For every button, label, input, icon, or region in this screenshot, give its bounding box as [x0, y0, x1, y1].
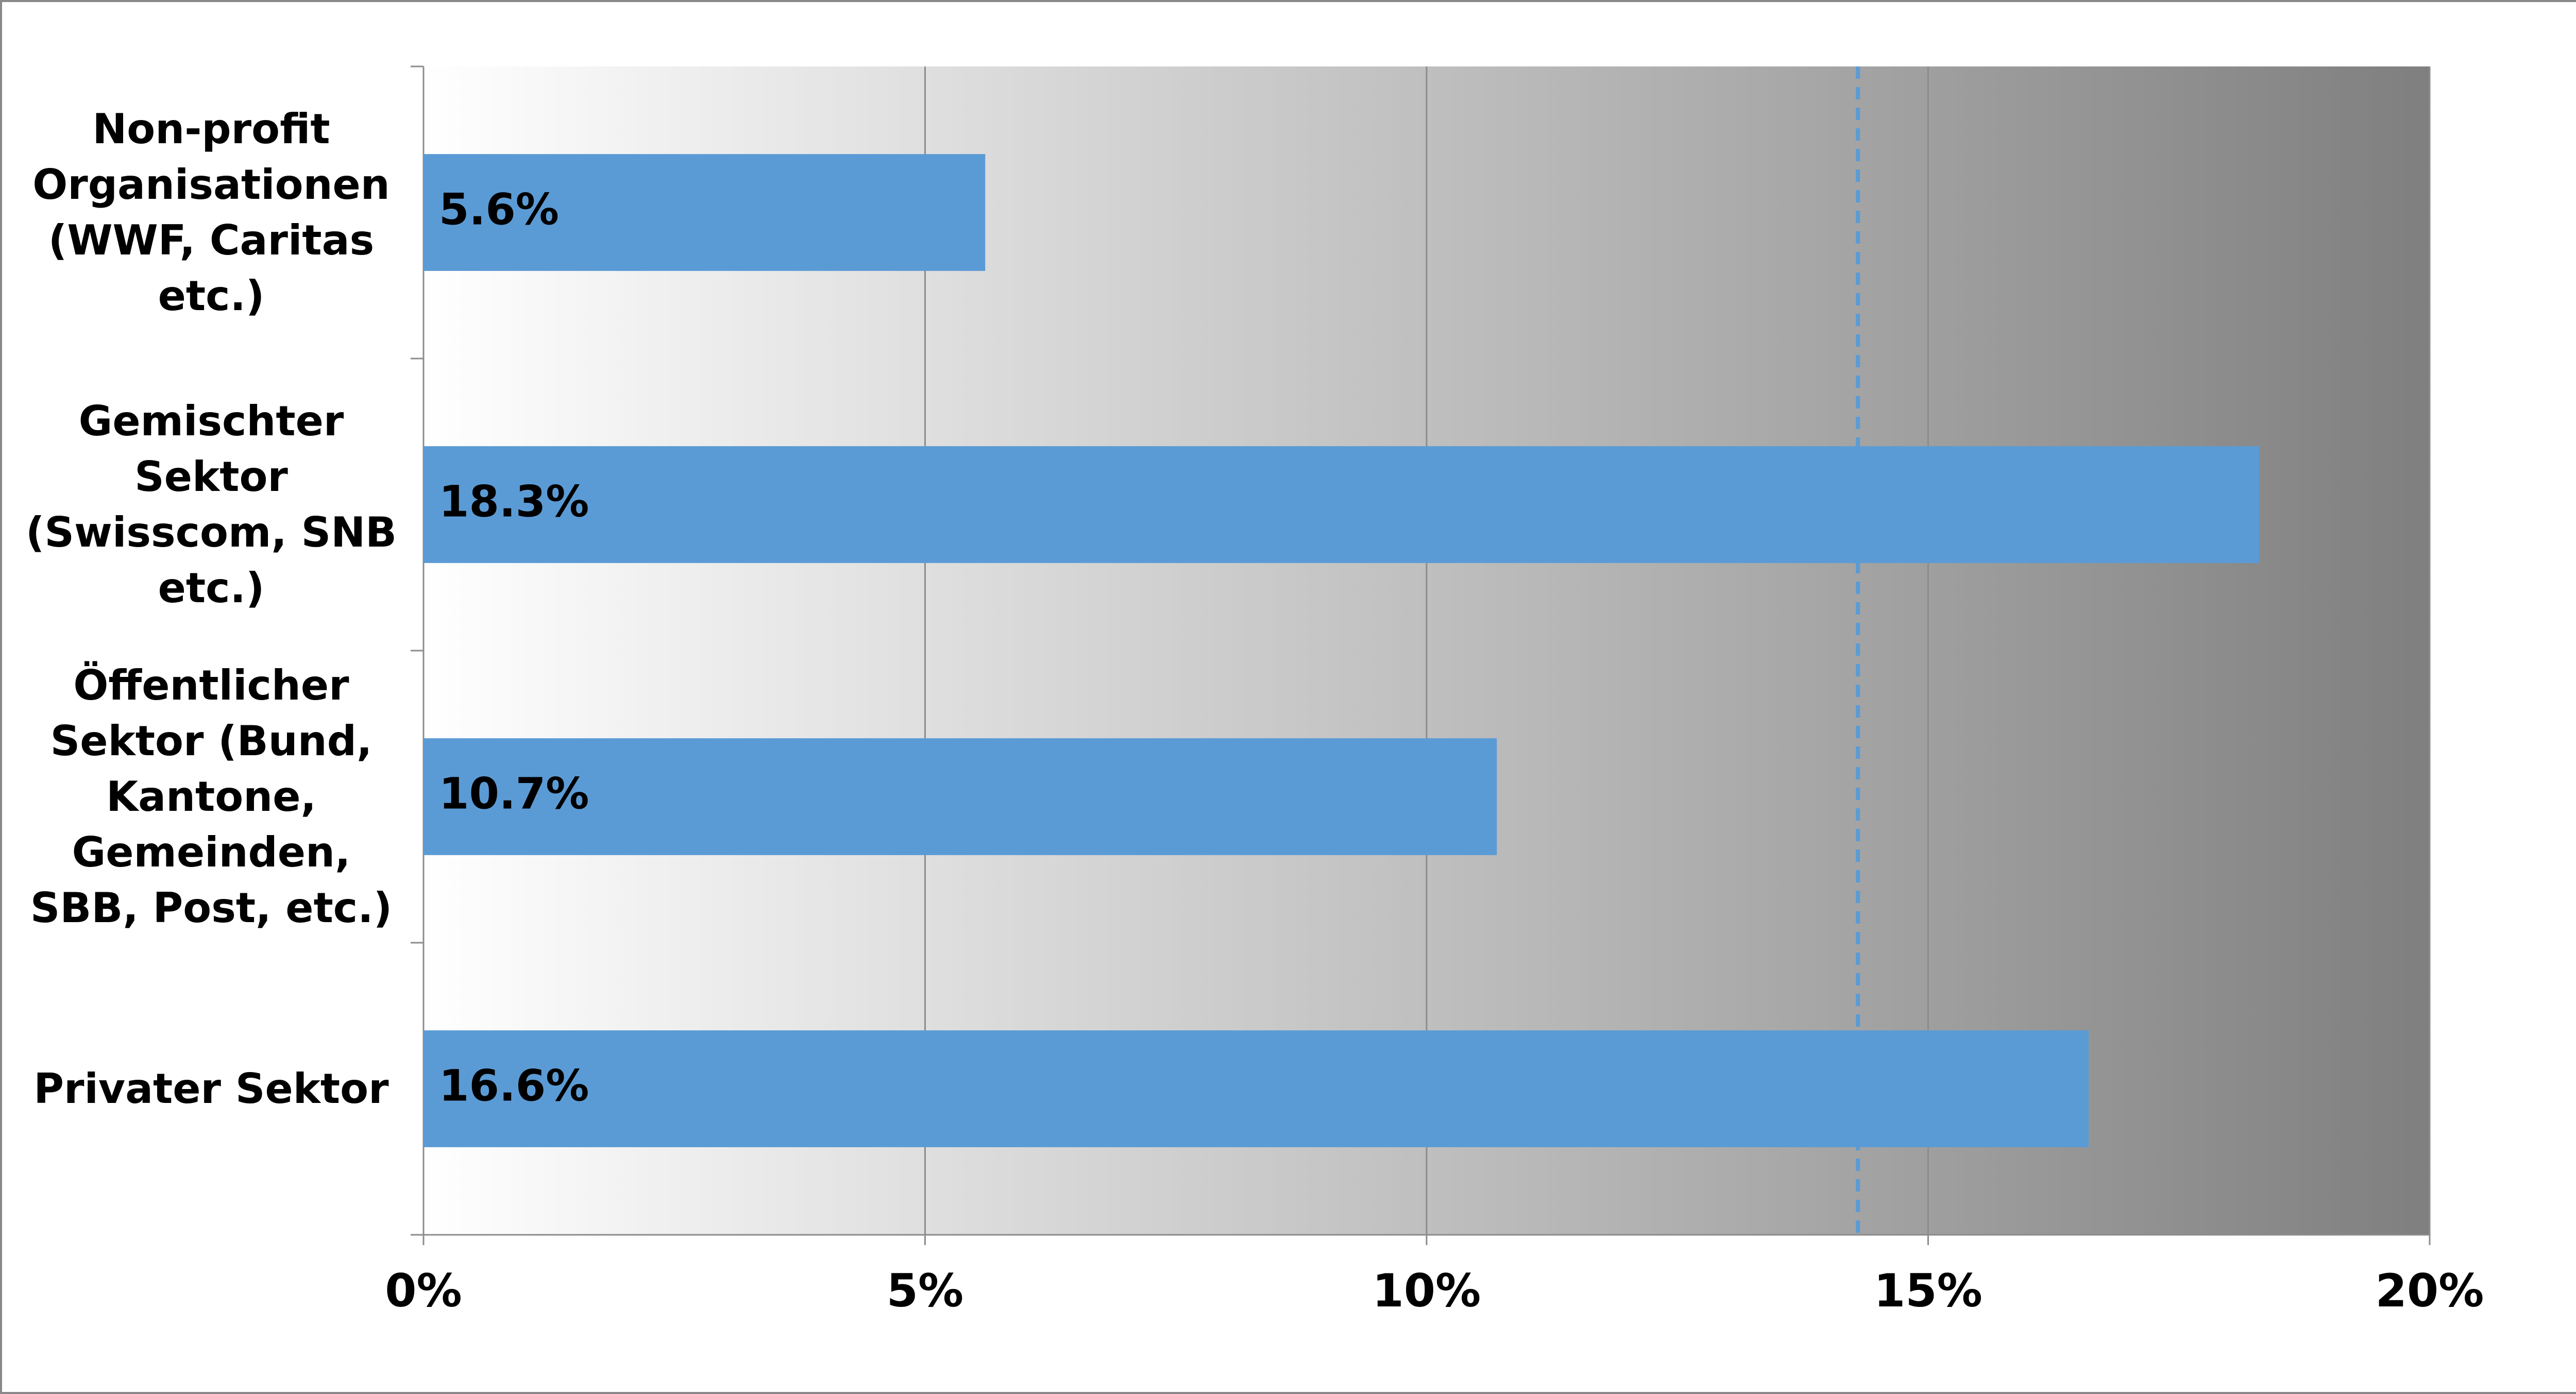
- x-tick-label: 10%: [1372, 1264, 1481, 1317]
- value-label: 5.6%: [439, 184, 559, 234]
- bar: [423, 154, 986, 271]
- x-tick-label: 5%: [887, 1264, 963, 1317]
- value-label: 16.6%: [439, 1060, 589, 1111]
- y-tick-label: Gemischter Sektor (Swisscom, SNB etc.): [25, 397, 397, 612]
- x-tick-label: 20%: [2376, 1264, 2484, 1317]
- x-tick-label: 0%: [385, 1264, 462, 1317]
- value-label: 18.3%: [439, 476, 589, 526]
- y-tick-label: Non-profit Organisationen (WWF, Caritas …: [32, 105, 390, 320]
- bar: [423, 446, 2260, 563]
- y-tick-label: Öffentlicher Sektor (Bund, Kantone, Geme…: [30, 661, 393, 932]
- bar: [423, 738, 1497, 855]
- bar: [423, 1030, 2089, 1147]
- y-tick-label: Privater Sektor: [33, 1064, 389, 1113]
- value-label: 10.7%: [439, 768, 589, 819]
- x-tick-label: 15%: [1874, 1264, 1982, 1317]
